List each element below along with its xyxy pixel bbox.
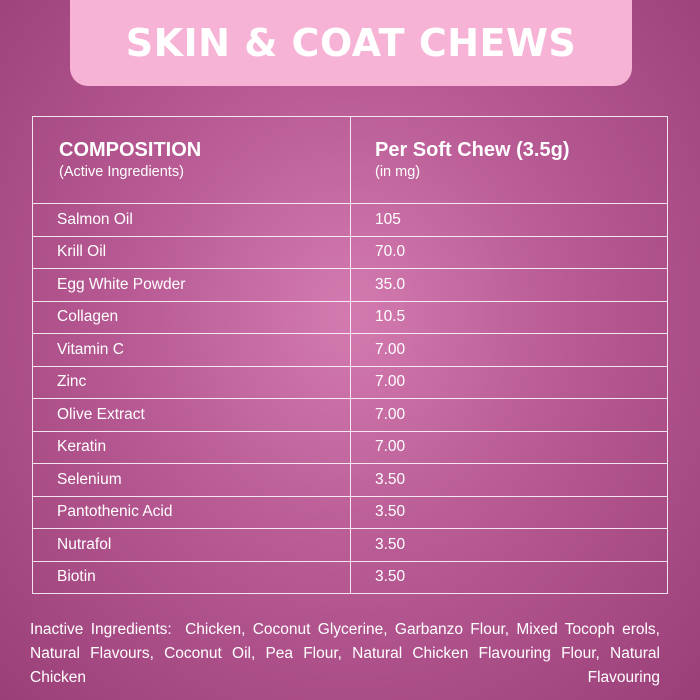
ingredient-amount: 70.0 <box>375 243 406 261</box>
ingredient-amount: 3.50 <box>375 568 406 586</box>
table-row: Biotin 3.50 <box>33 560 667 593</box>
table-row: Keratin 7.00 <box>33 430 667 463</box>
ingredient-amount: 7.00 <box>375 438 406 456</box>
table-row: Selenium 3.50 <box>33 463 667 496</box>
table-row: Olive Extract 7.00 <box>33 398 667 431</box>
table-row: Krill Oil 70.0 <box>33 235 667 268</box>
ingredient-name: Zinc <box>33 366 351 398</box>
table-row: Collagen 10.5 <box>33 300 667 333</box>
ingredient-name: Selenium <box>33 464 351 496</box>
ingredient-amount: 105 <box>375 210 401 228</box>
table-row: Vitamin C 7.00 <box>33 333 667 366</box>
ingredient-name: Collagen <box>33 301 351 333</box>
ingredient-amount: 7.00 <box>375 373 406 391</box>
amount-subheading: (in mg) <box>375 164 421 180</box>
ingredient-amount: 7.00 <box>375 340 406 358</box>
table-row: Egg White Powder 35.0 <box>33 268 667 301</box>
ingredient-name: Egg White Powder <box>33 269 351 301</box>
ingredient-amount: 3.50 <box>375 535 406 553</box>
composition-heading: COMPOSITION <box>59 139 202 161</box>
ingredient-name: Nutrafol <box>33 529 351 561</box>
ingredient-name: Vitamin C <box>33 334 351 366</box>
ingredient-amount: 7.00 <box>375 405 406 423</box>
table-row: Nutrafol 3.50 <box>33 528 667 561</box>
ingredient-amount: 3.50 <box>375 470 406 488</box>
ingredient-amount: 3.50 <box>375 503 406 521</box>
ingredient-name: Salmon Oil <box>33 204 351 236</box>
amount-heading: Per Soft Chew (3.5g) <box>375 139 570 161</box>
ingredient-name: Krill Oil <box>33 236 351 268</box>
composition-header-cell: COMPOSITION (Active Ingredients) <box>33 117 351 203</box>
table-row: Salmon Oil 105 <box>33 203 667 236</box>
ingredient-amount: 35.0 <box>375 275 406 293</box>
composition-table: COMPOSITION (Active Ingredients) Per Sof… <box>32 116 668 594</box>
table-header-row: COMPOSITION (Active Ingredients) Per Sof… <box>33 117 667 203</box>
table-row: Zinc 7.00 <box>33 365 667 398</box>
ingredient-name: Olive Extract <box>33 399 351 431</box>
ingredient-name: Keratin <box>33 431 351 463</box>
title-banner: SKIN & COAT CHEWS <box>70 0 632 86</box>
inactive-ingredients: Inactive Ingredients: Chicken, Coconut G… <box>30 618 660 690</box>
ingredient-name: Biotin <box>33 561 351 593</box>
inactive-ingredients-label: Inactive Ingredients: <box>30 621 172 638</box>
page-title: SKIN & COAT CHEWS <box>125 21 577 65</box>
table-row: Pantothenic Acid 3.50 <box>33 495 667 528</box>
inactive-ingredients-text: Chicken, Coconut Glycerine, Garbanzo Flo… <box>30 621 660 686</box>
ingredient-amount: 10.5 <box>375 308 406 326</box>
composition-subheading: (Active Ingredients) <box>59 164 184 180</box>
ingredient-name: Pantothenic Acid <box>33 496 351 528</box>
amount-header-cell: Per Soft Chew (3.5g) (in mg) <box>351 117 667 203</box>
